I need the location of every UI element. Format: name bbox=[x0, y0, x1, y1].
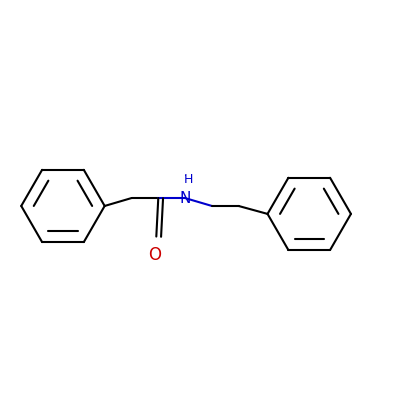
Text: N: N bbox=[179, 190, 190, 206]
Text: O: O bbox=[148, 246, 161, 264]
Text: ·: · bbox=[184, 171, 187, 181]
Text: H: H bbox=[184, 173, 194, 186]
